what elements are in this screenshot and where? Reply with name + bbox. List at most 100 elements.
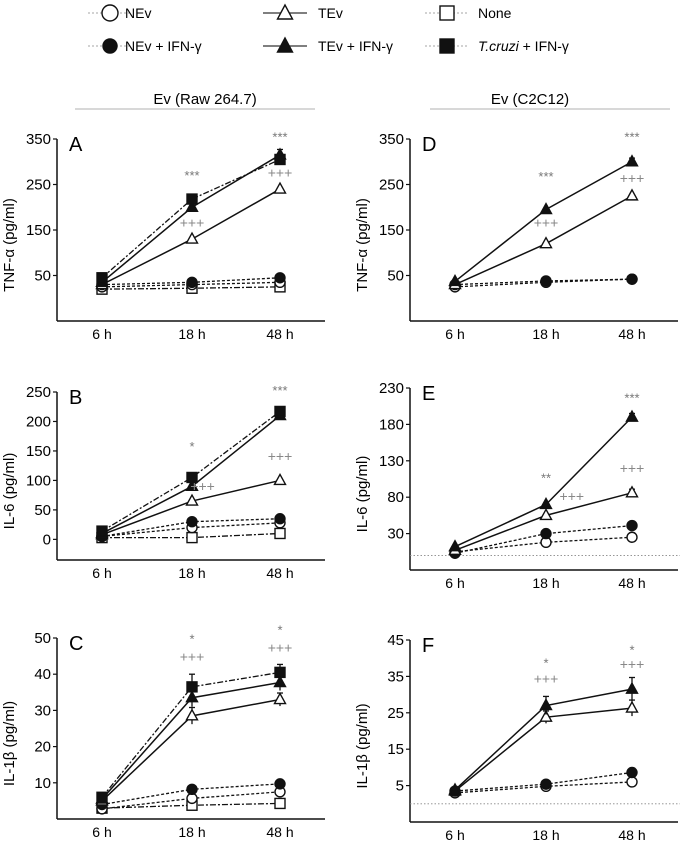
legend-label: TEv + IFN-γ [318, 38, 393, 54]
y-tick-label: 200 [26, 413, 51, 430]
nev_ifn-circle-marker [274, 513, 286, 525]
y-axis-label: IL-1β (pg/ml) [354, 703, 371, 788]
panel-letter: E [422, 383, 435, 405]
legend-item-nev_ifn: NEv + IFN-γ [88, 38, 202, 54]
series-tcruzi_ifn [96, 405, 286, 537]
tev_ifn-triangle-marker [448, 273, 462, 287]
y-tick-label: 130 [379, 453, 404, 470]
legend-label: None [478, 5, 512, 21]
tcruzi_ifn-square-marker [186, 471, 198, 484]
x-tick-label: 6 h [445, 326, 464, 342]
y-tick-label: 30 [34, 702, 51, 719]
legend-label-text: NEv [125, 5, 151, 21]
series-line [101, 802, 281, 809]
significance-annotation: * [277, 622, 282, 637]
panel-letter: F [422, 635, 434, 657]
tev-triangle-marker [273, 692, 287, 705]
tev_ifn-triangle-marker [448, 539, 462, 552]
nev_ifn-circle-marker [186, 783, 198, 796]
significance-annotation: +++ [534, 671, 559, 687]
y-tick-label: 35 [387, 668, 404, 685]
x-tick-label: 18 h [532, 575, 559, 591]
series-tev_ifn [448, 154, 639, 287]
series-tcruzi_ifn [96, 663, 286, 803]
tev-triangle-marker [539, 709, 553, 722]
significance-annotation: *** [538, 169, 553, 184]
panel-letter: D [422, 134, 436, 156]
tev_ifn-triangle-marker [539, 202, 553, 215]
y-axis-label: IL-6 (pg/ml) [1, 453, 18, 530]
tev_ifn-triangle-marker [625, 409, 639, 422]
legend-item-tcruzi_ifn: T.cruzi + IFN-γ [425, 38, 569, 54]
x-tick-label: 6 h [445, 827, 464, 843]
significance-annotation: +++ [620, 656, 645, 672]
tev_ifn-triangle-marker [539, 698, 553, 711]
tcruzi_ifn-square-marker [439, 38, 455, 54]
tev-triangle-marker [185, 708, 199, 721]
panel-letter: A [69, 134, 83, 156]
significance-annotation: *** [272, 129, 287, 144]
x-tick-label: 18 h [532, 326, 559, 342]
tev-triangle-marker [273, 181, 287, 194]
series-nev_ifn [96, 272, 286, 291]
x-tick-label: 18 h [178, 565, 205, 581]
significance-annotation: *** [184, 168, 199, 183]
legend-label: TEv [318, 5, 343, 21]
tev_ifn-triangle-marker [625, 681, 639, 694]
tcruzi_ifn-square-marker [274, 153, 286, 166]
tev_ifn-triangle-marker [448, 782, 462, 795]
y-tick-label: 150 [26, 222, 51, 239]
series-tev_ifn [448, 676, 639, 795]
y-axis-label: TNF-α (pg/ml) [1, 198, 18, 292]
y-tick-label: 80 [387, 489, 404, 506]
legend-label-text: NEv + IFN-γ [125, 38, 202, 54]
none-square-marker [186, 531, 198, 544]
nev_ifn-circle-marker [540, 527, 552, 540]
y-tick-label: 150 [26, 443, 51, 460]
tev-triangle-marker [185, 493, 199, 506]
significance-annotation: +++ [190, 478, 215, 494]
tev_ifn-triangle-marker [539, 497, 553, 510]
y-tick-label: 10 [34, 775, 51, 792]
significance-annotation: +++ [268, 448, 293, 464]
tcruzi_ifn-square-marker [186, 193, 198, 205]
series-line [101, 158, 281, 279]
tev-triangle-marker [625, 700, 639, 713]
y-tick-label: 5 [396, 778, 404, 795]
panel-B: 0 50 100 150 200 250 6 h 18 h 48 h IL-6 (pg/ml) B *… [1, 383, 325, 581]
legend-label-italic: T.cruzi [478, 38, 520, 54]
tev-triangle-marker [273, 472, 287, 486]
x-tick-label: 6 h [445, 575, 464, 591]
tcruzi_ifn-square-marker [274, 405, 286, 418]
x-tick-label: 18 h [178, 326, 205, 342]
tev-triangle-marker [185, 231, 199, 244]
x-tick-label: 18 h [532, 827, 559, 843]
x-tick-label: 48 h [618, 575, 645, 591]
y-tick-label: 250 [26, 384, 51, 401]
y-axis-label: IL-1β (pg/ml) [1, 701, 18, 786]
legend-label: NEv + IFN-γ [125, 38, 202, 54]
column-title: Ev (C2C12) [491, 91, 569, 108]
y-tick-label: 250 [379, 177, 404, 194]
y-tick-label: 50 [34, 268, 51, 285]
significance-annotation: +++ [620, 170, 645, 186]
none-square-marker [274, 527, 286, 540]
significance-annotation: * [629, 643, 634, 658]
y-tick-label: 0 [43, 531, 51, 548]
y-tick-label: 30 [387, 526, 404, 543]
significance-annotation: * [189, 439, 194, 454]
series-tev [448, 188, 639, 290]
y-tick-label: 250 [26, 177, 51, 194]
legend-item-none: None [425, 5, 512, 21]
series-tcruzi_ifn [96, 153, 286, 284]
significance-annotation: * [189, 631, 194, 646]
legend-label-text: TEv [318, 5, 343, 21]
x-tick-label: 18 h [178, 824, 205, 840]
y-tick-label: 150 [379, 222, 404, 239]
tev_ifn-triangle-marker [185, 478, 199, 492]
tev-triangle-marker [539, 236, 553, 249]
tcruzi_ifn-square-marker [96, 272, 108, 284]
series-tev [95, 181, 287, 290]
tev-triangle-marker [625, 188, 639, 201]
